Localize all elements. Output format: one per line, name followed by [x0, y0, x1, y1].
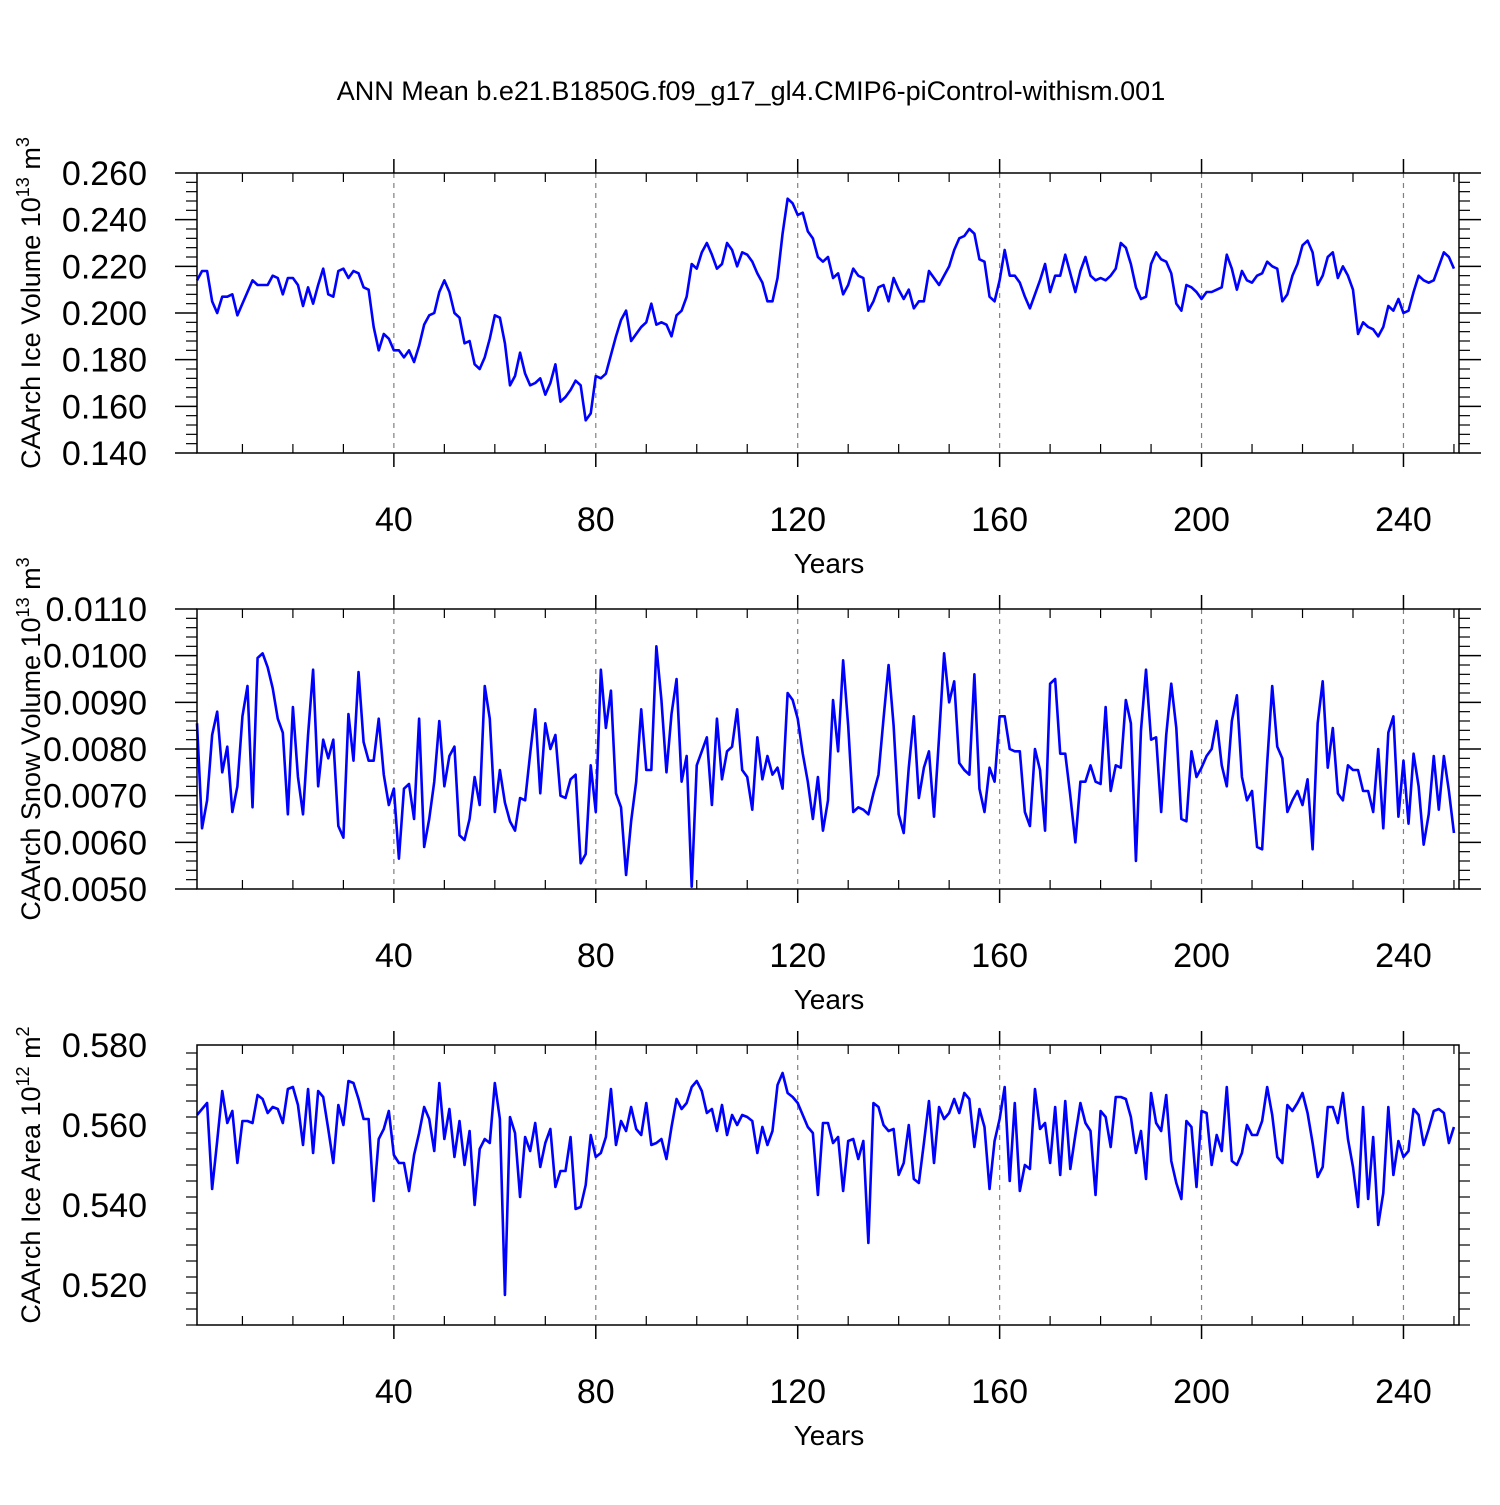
chart-title: ANN Mean b.e21.B1850G.f09_g17_gl4.CMIP6-… — [337, 76, 1165, 106]
y-tick-label: 0.0100 — [43, 638, 147, 676]
series-line — [195, 197, 1456, 422]
y-axis-label: CAArch Ice Volume 1013 m3 — [13, 137, 46, 469]
x-tick-label: 200 — [1173, 1373, 1230, 1411]
x-axis-label: Years — [794, 984, 865, 1015]
y-tick-label: 0.520 — [62, 1267, 147, 1305]
y-tick-label: 0.0090 — [43, 684, 147, 722]
y-tick-label: 0.200 — [62, 295, 147, 333]
x-tick-label: 40 — [375, 1373, 413, 1411]
x-tick-label: 160 — [971, 937, 1028, 975]
y-tick-label: 0.160 — [62, 388, 147, 426]
series-line — [195, 645, 1456, 888]
x-tick-label: 80 — [577, 1373, 615, 1411]
y-tick-label: 0.220 — [62, 248, 147, 286]
y-tick-label: 0.240 — [62, 202, 147, 240]
x-tick-label: 160 — [971, 1373, 1028, 1411]
y-tick-label: 0.0070 — [43, 778, 147, 816]
panel-ice-volume: 0.140 0.160 0.180 0.200 0.220 0.240 0.260 40 80 1… — [13, 137, 1481, 579]
x-tick-label: 40 — [375, 937, 413, 975]
y-tick-label: 0.540 — [62, 1187, 147, 1225]
x-tick-label: 240 — [1375, 501, 1432, 539]
y-tick-label: 0.260 — [62, 155, 147, 193]
x-tick-label: 120 — [769, 937, 826, 975]
x-tick-label: 120 — [769, 1373, 826, 1411]
y-axis-label: CAArch Ice Area 1012 m2 — [13, 1026, 46, 1323]
x-tick-label: 200 — [1173, 501, 1230, 539]
x-tick-label: 120 — [769, 501, 826, 539]
x-tick-label: 80 — [577, 937, 615, 975]
y-tick-label: 0.180 — [62, 342, 147, 380]
y-tick-label: 0.140 — [62, 435, 147, 473]
plot-frame — [196, 608, 1460, 890]
panel-snow-volume: 0.0050 0.0060 0.0070 0.0080 0.0090 0.0100 0.01… — [13, 557, 1481, 1015]
y-tick-label: 0.0050 — [43, 871, 147, 909]
x-tick-label: 40 — [375, 501, 413, 539]
y-tick-label: 0.580 — [62, 1027, 147, 1065]
x-tick-label: 80 — [577, 501, 615, 539]
series-line — [196, 1071, 1456, 1297]
x-tick-label: 200 — [1173, 937, 1230, 975]
x-tick-label: 240 — [1375, 1373, 1432, 1411]
y-tick-label: 0.0060 — [43, 824, 147, 862]
y-axis-label: CAArch Snow Volume 1013 m3 — [13, 557, 46, 920]
x-axis-label: Years — [794, 548, 865, 579]
plot-frame — [196, 1044, 1460, 1326]
y-tick-label: 0.0080 — [43, 731, 147, 769]
y-tick-label: 0.560 — [62, 1107, 147, 1145]
panels: 0.140 0.160 0.180 0.200 0.220 0.240 0.260 40 80 1… — [13, 137, 1481, 1451]
y-tick-label: 0.0110 — [46, 591, 147, 629]
plot-frame — [196, 172, 1460, 454]
x-tick-label: 160 — [971, 501, 1028, 539]
x-axis-label: Years — [794, 1420, 865, 1451]
x-tick-label: 240 — [1375, 937, 1432, 975]
panel-ice-area: 0.520 0.540 0.560 0.580 40 80 120 160 200 240 Year… — [13, 1026, 1470, 1451]
